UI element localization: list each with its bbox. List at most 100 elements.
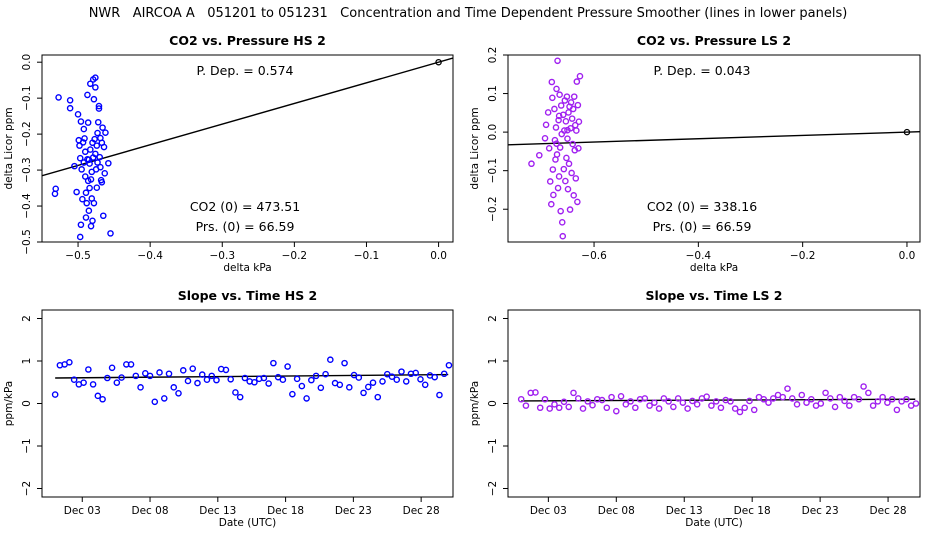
co2-hs-point [85, 207, 93, 215]
co2-ls-point [569, 105, 577, 113]
co2-hs-point [99, 212, 107, 220]
co2-ls-point [555, 112, 563, 120]
co2-hs-point [76, 233, 84, 241]
co2-ls-point [574, 198, 581, 206]
slope-hs-point [151, 398, 159, 406]
slope-hs-point [80, 379, 87, 386]
slope-hs-point [265, 380, 272, 387]
slope-ls-point [893, 406, 901, 414]
slope-hs-point [89, 381, 97, 388]
co2-hs-point [82, 189, 90, 197]
co2-ls-point [562, 177, 569, 185]
co2-hs-point [80, 125, 88, 133]
co2-ls-point [554, 184, 562, 192]
slope-hs-point [99, 395, 106, 403]
slope-hs-point [236, 393, 244, 401]
slope-hs-point [308, 376, 315, 384]
slope-ls-point [579, 405, 587, 412]
slope-hs-point [127, 361, 135, 368]
co2-hs-plot-area [42, 57, 453, 241]
co2-hs-point [66, 97, 74, 104]
slope-hs-point [398, 368, 405, 375]
slope-hs-point [94, 392, 102, 400]
slope-hs-xtick-label: Dec 18 [267, 505, 304, 517]
slope-ls-panel: Slope vs. Time LS 2 Dec 03 Dec 08 Dec 13 Dec… [469, 288, 921, 529]
co2-hs-ytick-label: −0.3 [21, 157, 33, 183]
co2-ls-point [573, 127, 580, 134]
slope-hs-point [141, 370, 149, 377]
slope-hs-point [270, 359, 277, 367]
co2-ls-point [557, 102, 565, 109]
co2-hs-point [89, 139, 96, 147]
co2-ls-point [575, 118, 583, 126]
co2-hs-point [93, 142, 101, 149]
slope-hs-point [284, 363, 291, 370]
slope-ls-point [750, 406, 758, 414]
co2-hs-point [83, 199, 91, 207]
slope-ls-xtick-label: Dec 08 [598, 505, 635, 517]
slope-ls-point [817, 400, 825, 407]
slope-ls-point [736, 408, 744, 416]
slope-ls-point [555, 404, 563, 412]
slope-ls-xtick-label: Dec 18 [734, 505, 771, 517]
co2-hs-xtick-label: −0.3 [210, 250, 236, 262]
co2-hs-prs-zero-label: Prs. (0) = 66.59 [196, 219, 295, 234]
co2-hs-point [90, 95, 98, 103]
co2-ls-point [553, 151, 561, 158]
slope-hs-point [66, 358, 73, 366]
co2-hs-point [79, 195, 86, 203]
slope-ls-point [693, 401, 701, 408]
co2-ls-point [568, 169, 575, 177]
co2-hs-point [92, 74, 99, 81]
co2-hs-title: CO2 vs. Pressure HS 2 [169, 33, 326, 48]
slope-ls-point [888, 395, 896, 403]
co2-ls-point [567, 99, 575, 106]
co2-ls-point [561, 127, 568, 134]
slope-hs-point [431, 373, 439, 381]
co2-ls-point [556, 144, 564, 151]
co2-ls-panel: CO2 vs. Pressure LS 2 −0.6 −0.4 −0.2 0.0 delt… [469, 33, 921, 274]
slope-hs-fit-line [55, 373, 449, 379]
slope-ls-point [522, 402, 530, 409]
co2-hs-point [87, 146, 94, 153]
co2-ls-point [562, 118, 570, 125]
co2-hs-point [88, 168, 96, 176]
co2-hs-point [107, 230, 114, 237]
co2-hs-co2-zero-label: CO2 (0) = 473.51 [190, 199, 300, 214]
co2-ls-title: CO2 vs. Pressure LS 2 [637, 33, 791, 48]
slope-ls-point [746, 397, 753, 405]
slope-hs-xtick-label: Dec 23 [335, 505, 372, 517]
slope-hs-point [322, 370, 329, 378]
co2-hs-ytick-label: −0.4 [21, 193, 33, 219]
slope-ls-point [598, 396, 606, 404]
co2-hs-fit-line [42, 57, 453, 177]
slope-ls-point [831, 403, 839, 411]
slope-hs-point [104, 374, 111, 382]
slope-ls-xtick-label: Dec 23 [802, 505, 839, 517]
slope-hs-xtick-label: Dec 08 [132, 505, 169, 517]
slope-hs-point [350, 371, 358, 379]
co2-ls-co2-zero-label: CO2 (0) = 338.16 [647, 199, 757, 214]
slope-hs-point [402, 378, 410, 385]
co2-ls-point [573, 78, 581, 85]
co2-hs-point [55, 94, 62, 101]
slope-ls-point [784, 385, 791, 392]
co2-ls-xtick-label: −0.2 [790, 250, 816, 262]
co2-ls-point [560, 165, 568, 173]
co2-ls-point [552, 124, 560, 131]
co2-hs-point [76, 142, 83, 149]
co2-hs-ytick-label: 0.0 [21, 54, 33, 71]
slope-hs-plot-area [51, 356, 453, 406]
co2-hs-ylabel: delta Licor ppm [3, 107, 15, 189]
slope-ls-point [589, 401, 596, 409]
main-title: NWR AIRCOA A 051201 to 051231 Concentrat… [88, 6, 848, 21]
slope-hs-point [165, 370, 173, 378]
co2-ls-point [568, 115, 576, 122]
slope-hs-point [327, 356, 334, 364]
slope-hs-point [251, 378, 258, 386]
slope-hs-point [303, 395, 310, 402]
slope-ls-point [660, 395, 668, 402]
slope-hs-point [388, 373, 396, 381]
slope-ls-point [574, 395, 582, 402]
